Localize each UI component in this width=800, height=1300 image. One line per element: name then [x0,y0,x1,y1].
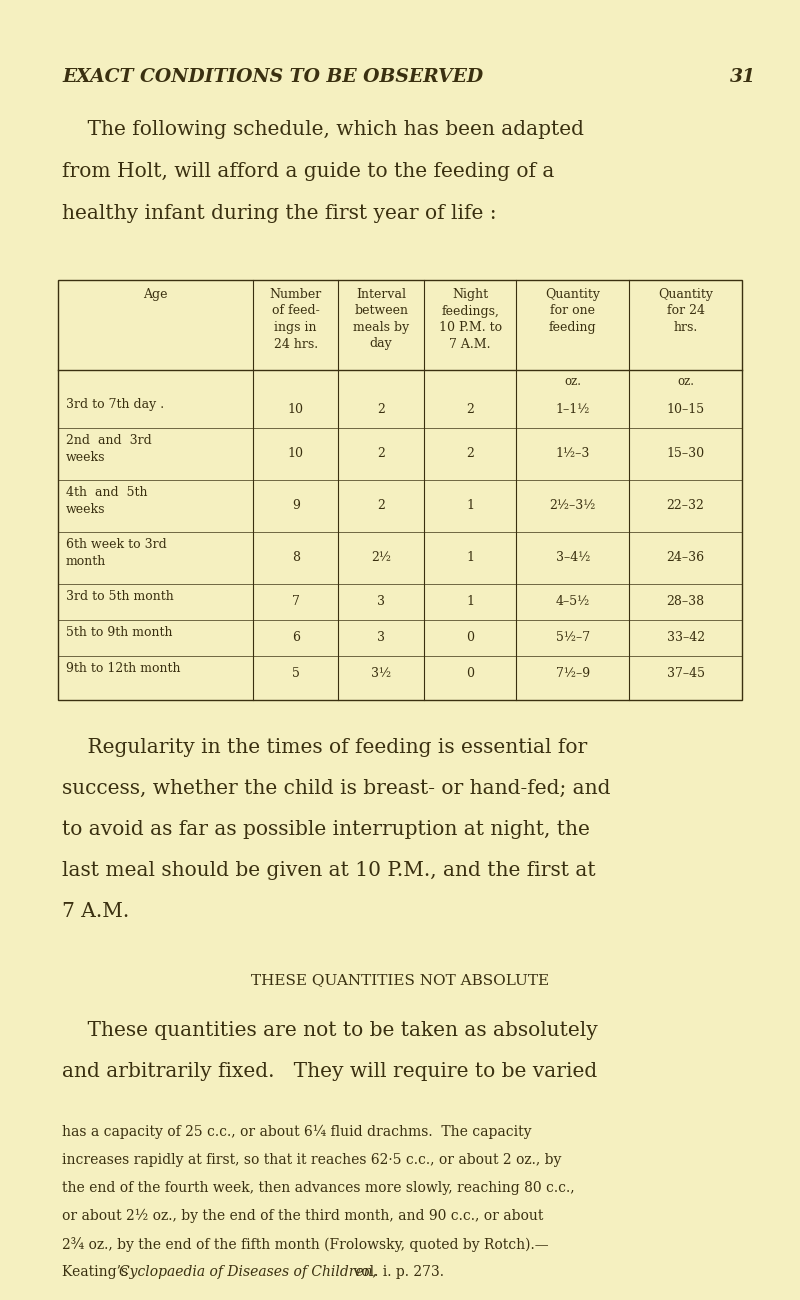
Text: increases rapidly at first, so that it reaches 62·5 c.c., or about 2 oz., by: increases rapidly at first, so that it r… [62,1153,562,1167]
Text: 3: 3 [377,630,385,644]
Text: 8: 8 [292,551,300,564]
Text: oz.: oz. [677,374,694,387]
Text: Quantity
for 24
hrs.: Quantity for 24 hrs. [658,289,713,334]
Text: from Holt, will afford a guide to the feeding of a: from Holt, will afford a guide to the fe… [62,162,554,181]
Text: 2¾ oz., by the end of the fifth month (Frolowsky, quoted by Rotch).—: 2¾ oz., by the end of the fifth month (F… [62,1238,549,1252]
Text: 3–4½: 3–4½ [555,551,590,564]
Text: or about 2½ oz., by the end of the third month, and 90 c.c., or about: or about 2½ oz., by the end of the third… [62,1209,543,1223]
Text: 9th to 12th month: 9th to 12th month [66,662,181,675]
Text: 22–32: 22–32 [666,499,705,512]
Text: Cyclopaedia of Diseases of Children,: Cyclopaedia of Diseases of Children, [119,1265,377,1279]
Text: 3rd to 5th month: 3rd to 5th month [66,590,174,603]
Text: 9: 9 [292,499,300,512]
Text: 15–30: 15–30 [666,447,705,460]
Text: 2: 2 [466,403,474,416]
Text: 1½–3: 1½–3 [555,447,590,460]
Bar [58,280,742,699]
Text: Number
of feed-
ings in
24 hrs.: Number of feed- ings in 24 hrs. [270,289,322,351]
Text: healthy infant during the first year of life :: healthy infant during the first year of … [62,204,497,224]
Text: Interval
between
meals by
day: Interval between meals by day [353,289,410,351]
Text: 1–1½: 1–1½ [555,403,590,416]
Text: 31: 31 [730,68,756,86]
Text: and arbitrarily fixed.   They will require to be varied: and arbitrarily fixed. They will require… [62,1062,598,1082]
Text: 2½: 2½ [371,551,391,564]
Text: 4–5½: 4–5½ [555,595,590,608]
Text: 2: 2 [466,447,474,460]
Text: The following schedule, which has been adapted: The following schedule, which has been a… [62,120,584,139]
Text: 6: 6 [292,630,300,644]
Text: 1: 1 [466,551,474,564]
Text: success, whether the child is breast- or hand-fed; and: success, whether the child is breast- or… [62,779,610,798]
Text: 2nd  and  3rd
weeks: 2nd and 3rd weeks [66,434,152,464]
Text: 24–36: 24–36 [666,551,705,564]
Text: to avoid as far as possible interruption at night, the: to avoid as far as possible interruption… [62,820,590,838]
Text: 2½–3½: 2½–3½ [550,499,596,512]
Text: 0: 0 [466,667,474,680]
Text: last meal should be given at 10 P.M., and the first at: last meal should be given at 10 P.M., an… [62,861,596,880]
Text: 5½–7: 5½–7 [556,630,590,644]
Text: 3: 3 [377,595,385,608]
Text: oz.: oz. [564,374,582,387]
Text: 3½: 3½ [371,667,391,680]
Text: 2: 2 [378,447,385,460]
Text: Regularity in the times of feeding is essential for: Regularity in the times of feeding is es… [62,738,587,757]
Text: 2: 2 [378,499,385,512]
Text: Quantity
for one
feeding: Quantity for one feeding [546,289,600,334]
Text: 5: 5 [292,667,300,680]
Text: THESE QUANTITIES NOT ABSOLUTE: THESE QUANTITIES NOT ABSOLUTE [251,972,549,987]
Text: 33–42: 33–42 [666,630,705,644]
Text: Age: Age [143,289,168,302]
Text: 7 A.M.: 7 A.M. [62,902,130,920]
Text: 10–15: 10–15 [666,403,705,416]
Text: 6th week to 3rd
month: 6th week to 3rd month [66,538,166,568]
Text: 7: 7 [292,595,300,608]
Text: Night
feedings,
10 P.M. to
7 A.M.: Night feedings, 10 P.M. to 7 A.M. [438,289,502,351]
Text: 1: 1 [466,499,474,512]
Text: 37–45: 37–45 [666,667,705,680]
Text: 1: 1 [466,595,474,608]
Text: 28–38: 28–38 [666,595,705,608]
Text: These quantities are not to be taken as absolutely: These quantities are not to be taken as … [62,1020,598,1040]
Text: 10: 10 [288,403,304,416]
Text: 5th to 9th month: 5th to 9th month [66,627,173,640]
Text: the end of the fourth week, then advances more slowly, reaching 80 c.c.,: the end of the fourth week, then advance… [62,1180,574,1195]
Text: 3rd to 7th day .: 3rd to 7th day . [66,398,164,411]
Text: 0: 0 [466,630,474,644]
Text: Keating’s: Keating’s [62,1265,133,1279]
Text: 7½–9: 7½–9 [556,667,590,680]
Text: 2: 2 [378,403,385,416]
Text: 10: 10 [288,447,304,460]
Text: vol. i. p. 273.: vol. i. p. 273. [349,1265,444,1279]
Text: EXACT CONDITIONS TO BE OBSERVED: EXACT CONDITIONS TO BE OBSERVED [62,68,483,86]
Text: 4th  and  5th
weeks: 4th and 5th weeks [66,486,147,516]
Text: has a capacity of 25 c.c., or about 6¼ fluid drachms.  The capacity: has a capacity of 25 c.c., or about 6¼ f… [62,1124,531,1139]
